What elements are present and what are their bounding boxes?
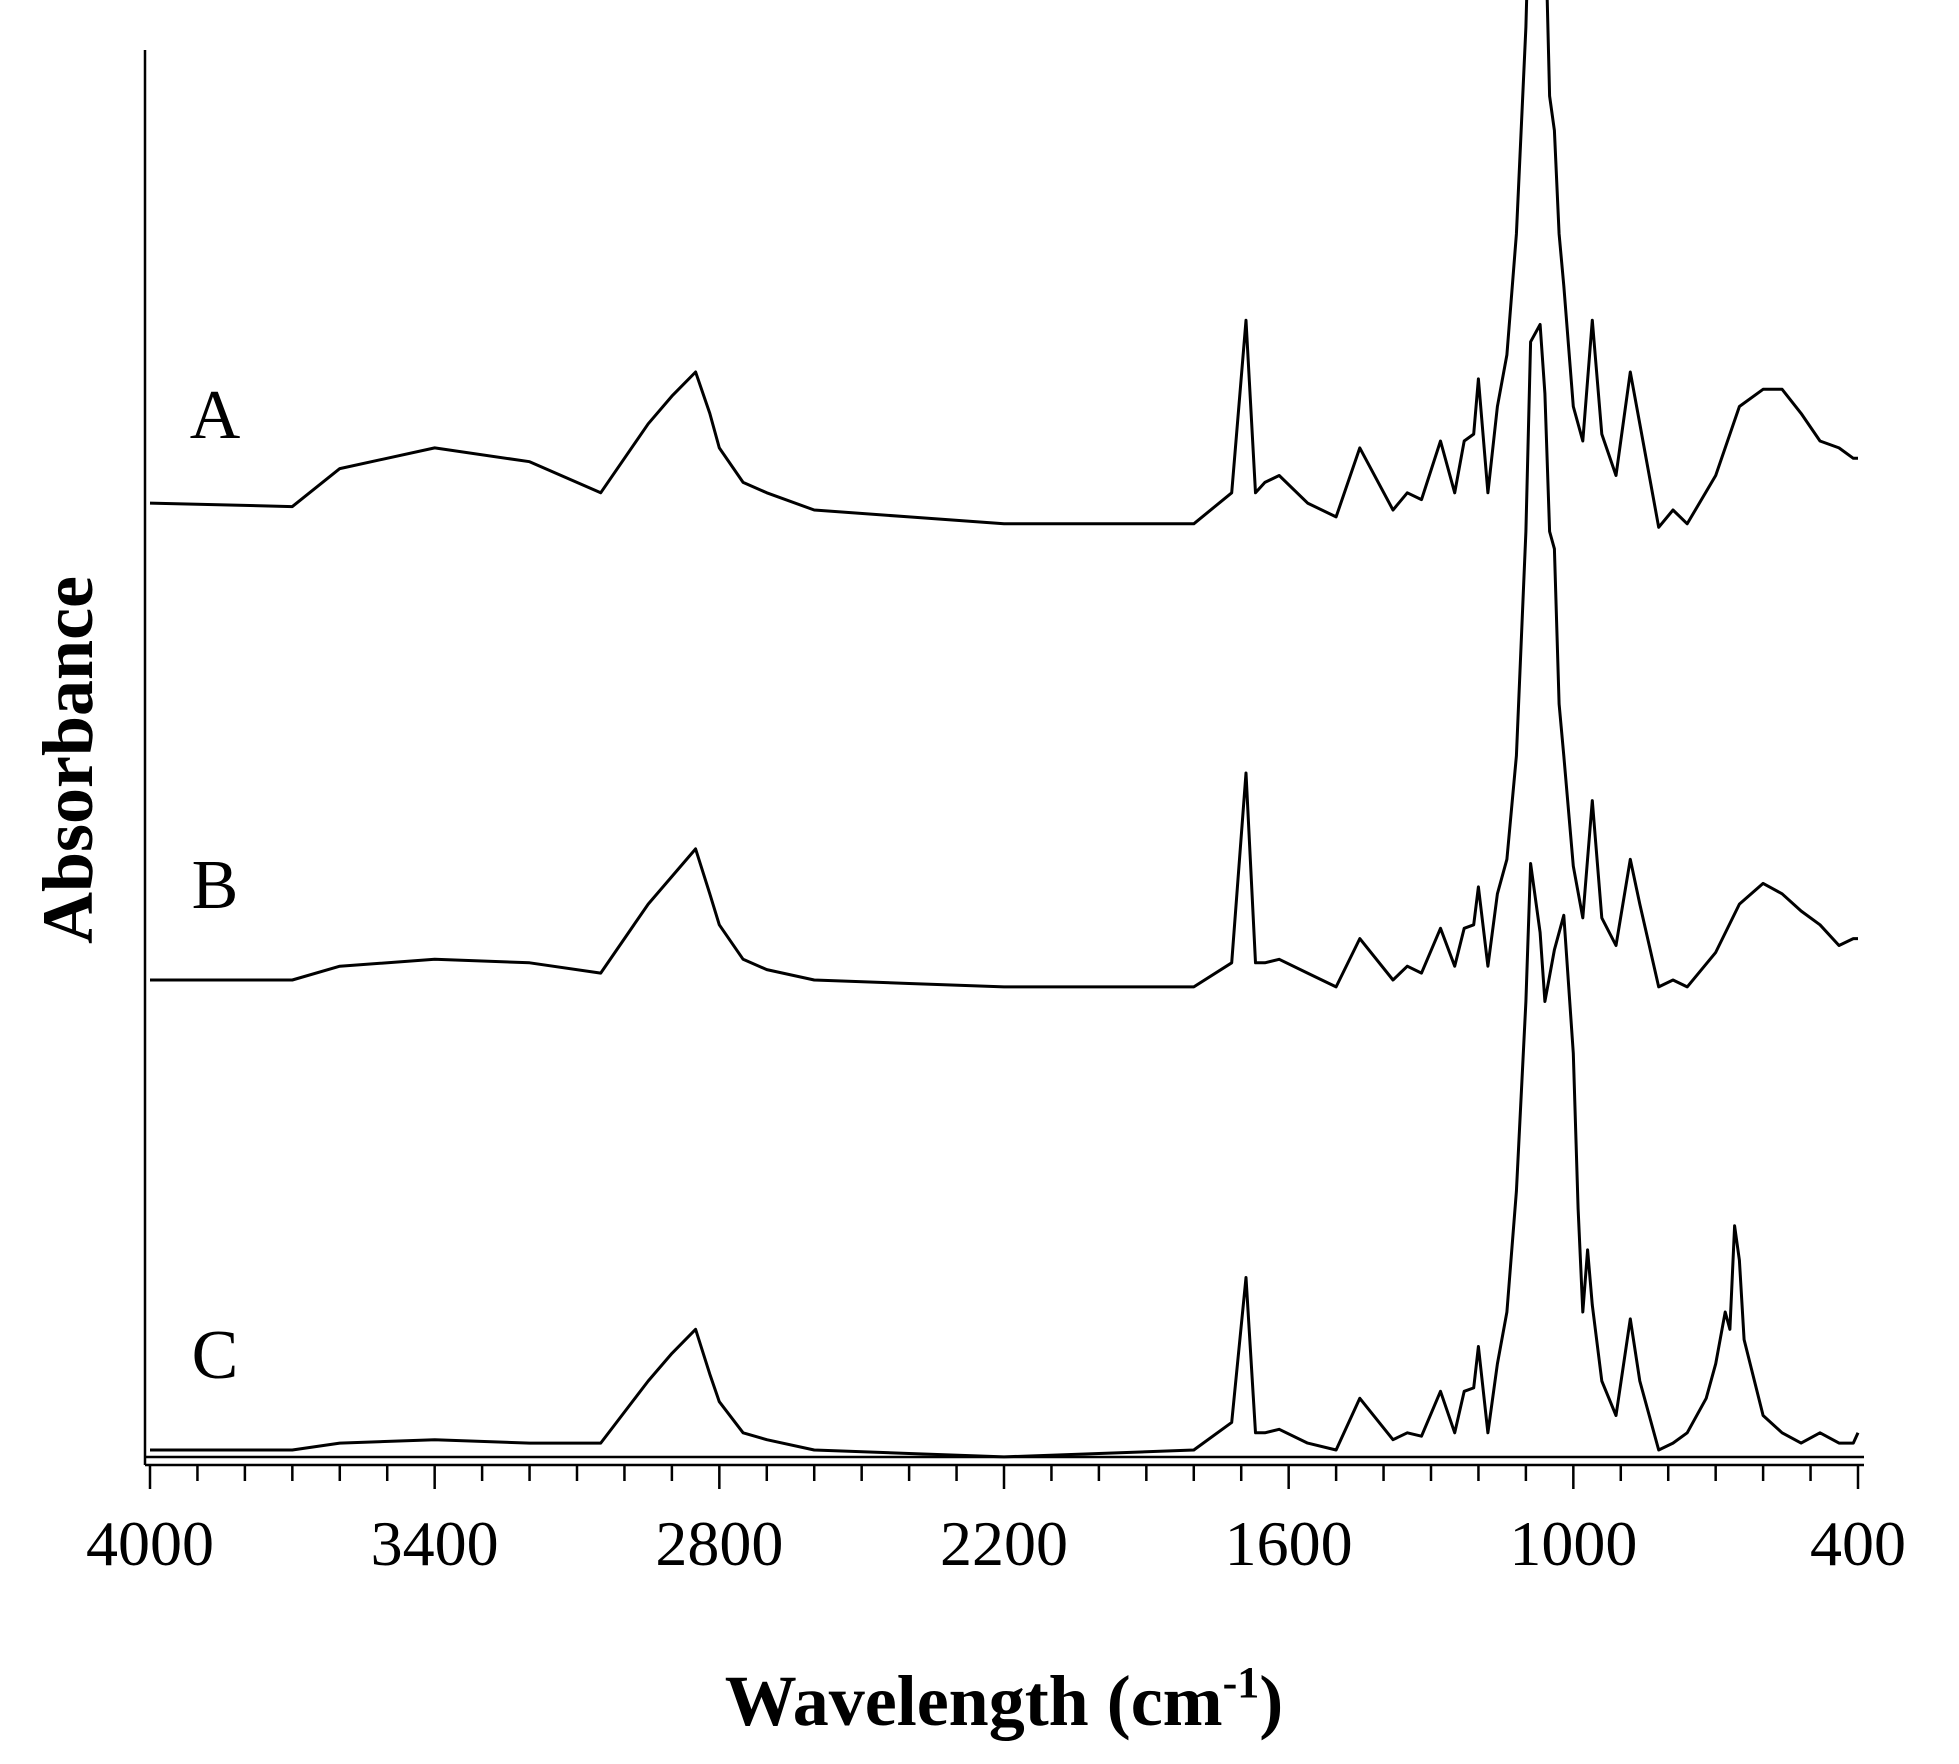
x-tick-label: 2200 [940, 1508, 1068, 1579]
spectrum-line-c [150, 862, 1860, 1459]
series-label-c: C [192, 1317, 239, 1394]
x-tick-label: 1600 [1225, 1508, 1353, 1579]
spectra-series [149, 0, 1860, 1459]
x-axis-title-end: ) [1259, 1661, 1283, 1741]
x-axis-tick-labels: 4000 3400 2800 2200 1600 1000 400 [86, 1508, 1906, 1579]
x-tick-label: 3400 [371, 1508, 499, 1579]
x-tick-label: 1000 [1509, 1508, 1637, 1579]
x-axis-ticks [148, 1465, 1860, 1489]
x-axis-title: Wavelength (cm-1) [725, 1658, 1284, 1741]
series-labels: A B C [190, 377, 241, 1394]
series-label-b: B [192, 847, 239, 924]
x-axis-title-main: Wavelength (cm [725, 1661, 1223, 1741]
x-tick-label: 4000 [86, 1508, 214, 1579]
y-axis-title: Absorbance [28, 576, 108, 944]
x-tick-label: 2800 [655, 1508, 783, 1579]
spectrum-line-b [150, 323, 1858, 989]
x-tick-label: 400 [1810, 1508, 1906, 1579]
spectrum-line-a [149, 0, 1858, 529]
x-axis-title-sup: -1 [1223, 1658, 1260, 1707]
series-label-a: A [190, 377, 241, 454]
